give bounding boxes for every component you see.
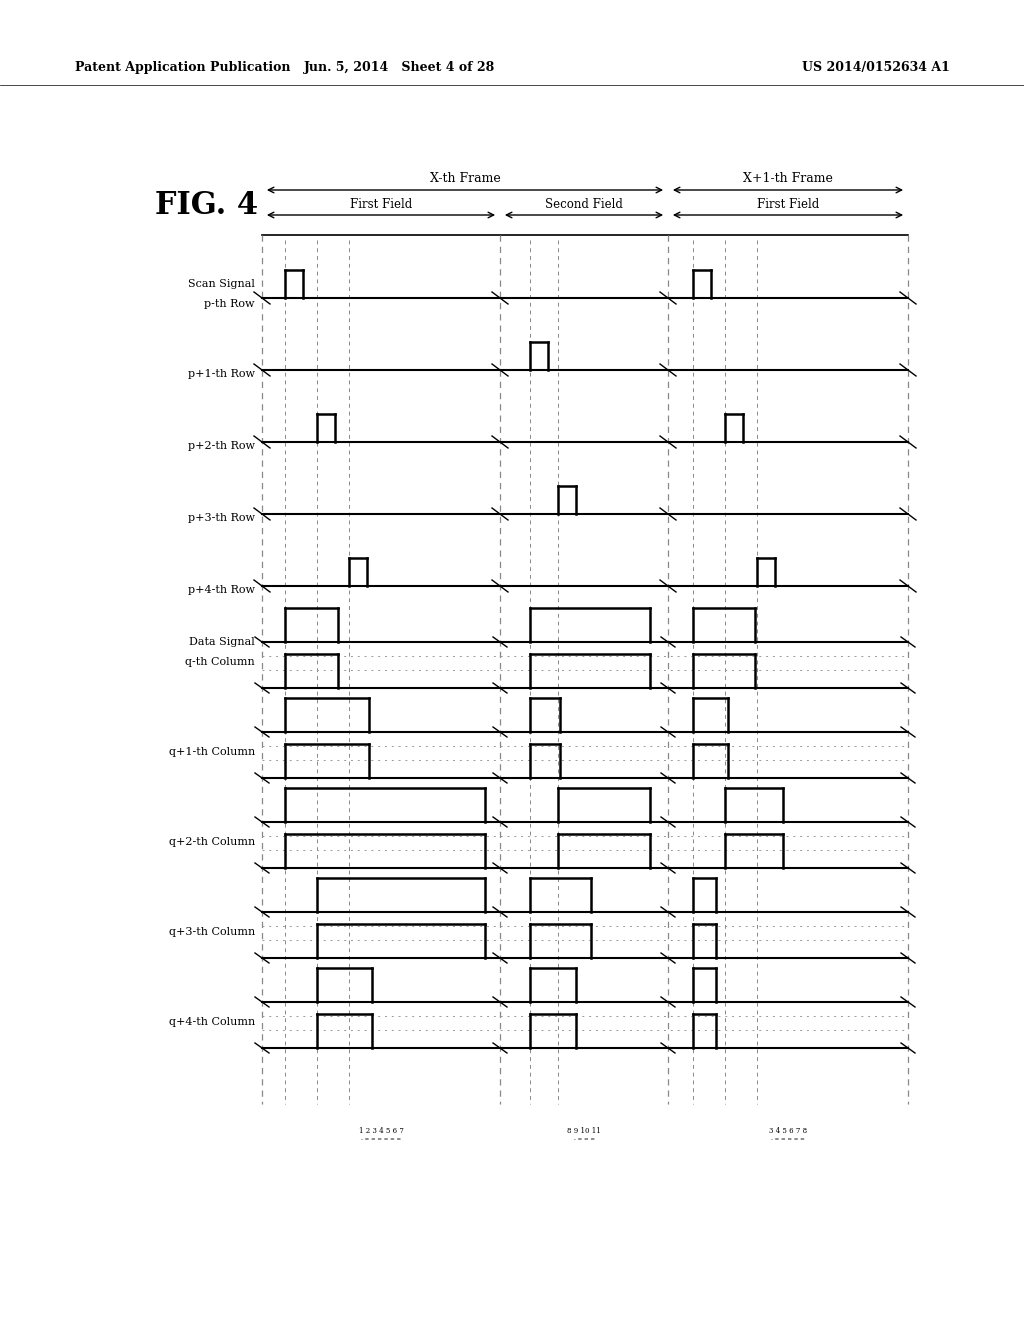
Text: Second Field: Second Field — [545, 198, 623, 211]
Text: US 2014/0152634 A1: US 2014/0152634 A1 — [802, 62, 950, 74]
Text: p+3-th Row: p+3-th Row — [188, 513, 255, 523]
Text: Patent Application Publication: Patent Application Publication — [75, 62, 291, 74]
Text: 3 4 5 6 7 8: 3 4 5 6 7 8 — [769, 1127, 807, 1135]
Text: q-th Column: q-th Column — [185, 657, 255, 667]
Text: 8 9 10 11: 8 9 10 11 — [567, 1127, 601, 1135]
Text: Data Signal: Data Signal — [189, 638, 255, 647]
Text: p+4-th Row: p+4-th Row — [188, 585, 255, 595]
Text: 1 2 3 4 5 6 7: 1 2 3 4 5 6 7 — [358, 1127, 403, 1135]
Text: - = = = = = =: - = = = = = = — [360, 1137, 401, 1142]
Text: - = = =: - = = = — [573, 1137, 595, 1142]
Text: X-th Frame: X-th Frame — [430, 172, 501, 185]
Text: p-th Row: p-th Row — [205, 300, 255, 309]
Text: q+2-th Column: q+2-th Column — [169, 837, 255, 847]
Text: p+2-th Row: p+2-th Row — [188, 441, 255, 451]
Text: q+1-th Column: q+1-th Column — [169, 747, 255, 756]
Text: First Field: First Field — [757, 198, 819, 211]
Text: q+3-th Column: q+3-th Column — [169, 927, 255, 937]
Text: Jun. 5, 2014   Sheet 4 of 28: Jun. 5, 2014 Sheet 4 of 28 — [304, 62, 496, 74]
Text: - = = = = =: - = = = = = — [771, 1137, 805, 1142]
Text: FIG. 4: FIG. 4 — [155, 190, 258, 220]
Text: First Field: First Field — [350, 198, 412, 211]
Text: X+1-th Frame: X+1-th Frame — [743, 172, 833, 185]
Text: Scan Signal: Scan Signal — [188, 279, 255, 289]
Text: q+4-th Column: q+4-th Column — [169, 1016, 255, 1027]
Text: p+1-th Row: p+1-th Row — [188, 370, 255, 379]
